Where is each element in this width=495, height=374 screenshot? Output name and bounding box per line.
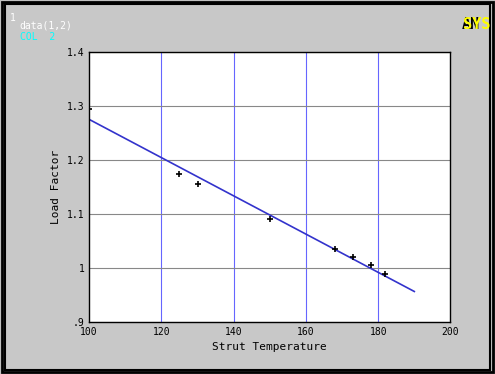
Y-axis label: Load Factor: Load Factor <box>51 150 61 224</box>
Text: COL  2: COL 2 <box>20 32 55 42</box>
Text: 1: 1 <box>10 13 16 23</box>
Text: SYS: SYS <box>463 17 490 32</box>
Text: data(1,2): data(1,2) <box>20 21 73 31</box>
FancyBboxPatch shape <box>5 4 490 370</box>
X-axis label: Strut Temperature: Strut Temperature <box>212 342 327 352</box>
Text: AN: AN <box>462 17 480 32</box>
